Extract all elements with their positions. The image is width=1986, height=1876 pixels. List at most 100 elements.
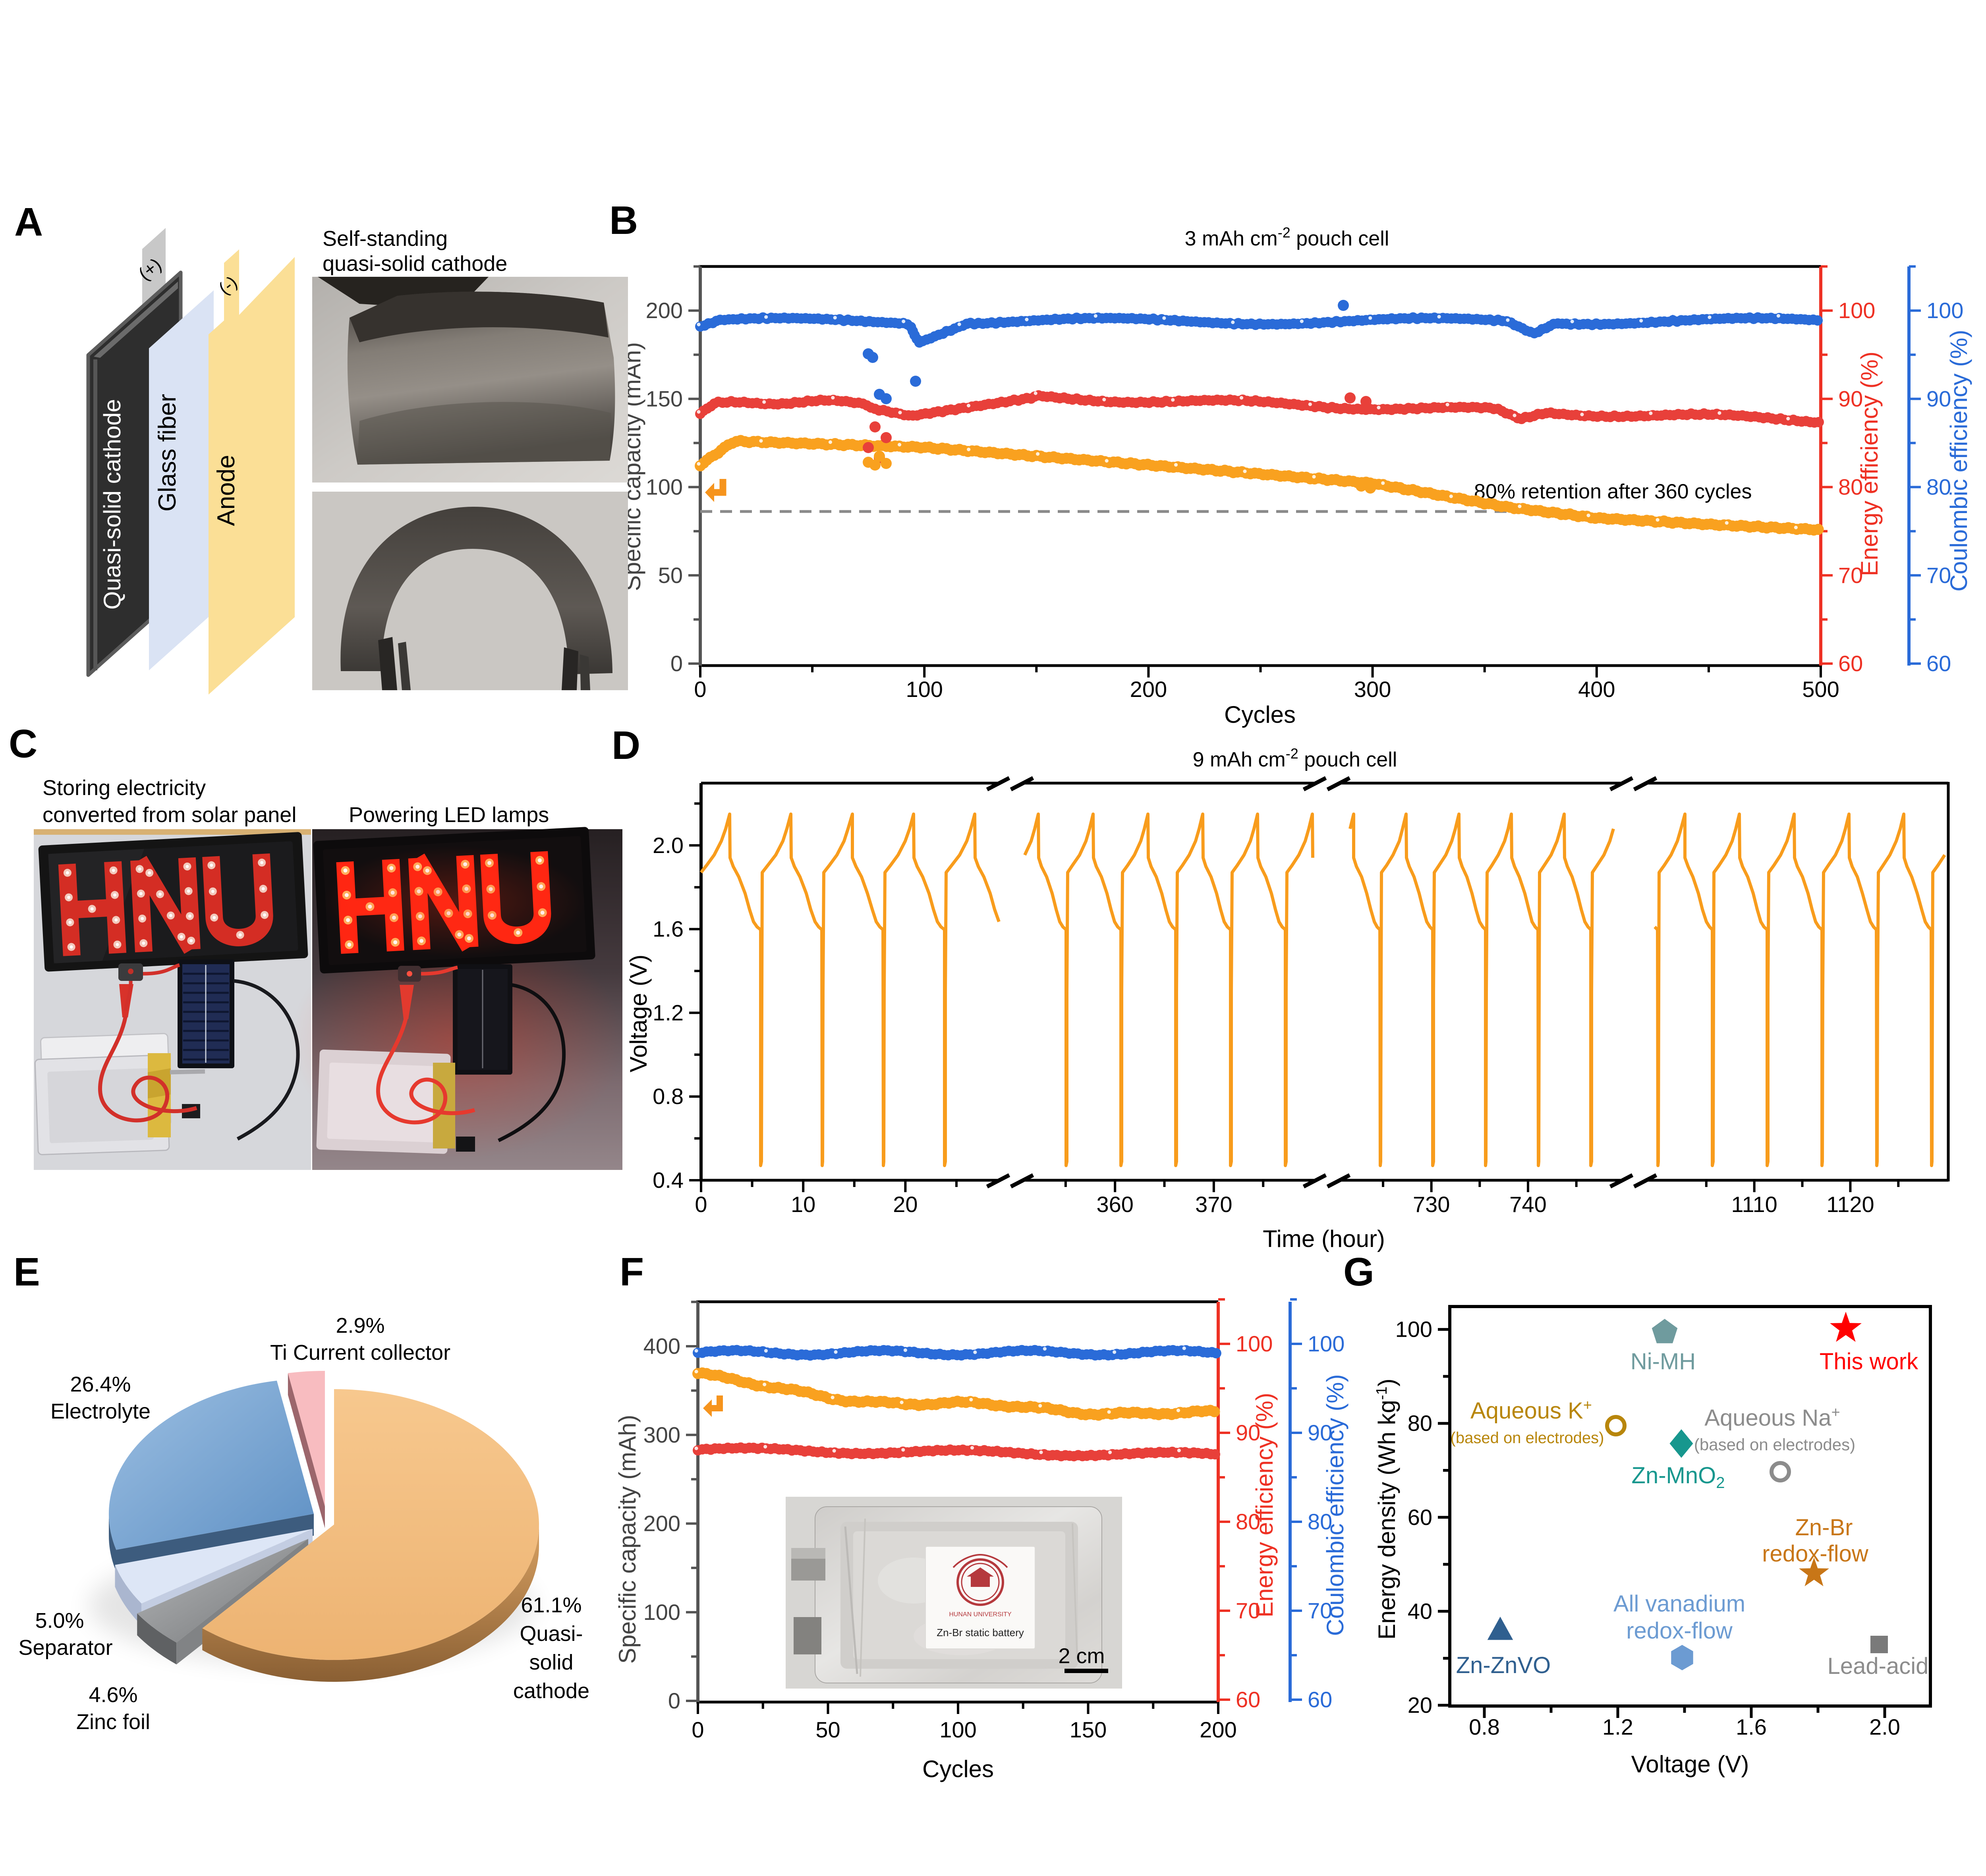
svg-text:100: 100 bbox=[1838, 298, 1875, 323]
svg-text:70: 70 bbox=[1236, 1598, 1260, 1623]
svg-text:Energy efficiency (%): Energy efficiency (%) bbox=[1251, 1393, 1278, 1617]
svg-text:300: 300 bbox=[1354, 677, 1391, 702]
svg-text:F: F bbox=[620, 1250, 644, 1294]
svg-text:0.8: 0.8 bbox=[1469, 1714, 1500, 1739]
svg-text:300: 300 bbox=[643, 1422, 680, 1447]
svg-text:26.4%: 26.4% bbox=[70, 1372, 131, 1396]
svg-text:20: 20 bbox=[1408, 1693, 1432, 1718]
svg-text:1.2: 1.2 bbox=[653, 1000, 684, 1025]
svg-text:2.0: 2.0 bbox=[653, 833, 684, 858]
svg-text:HUNAN UNIVERSITY: HUNAN UNIVERSITY bbox=[949, 1611, 1012, 1618]
svg-text:500: 500 bbox=[1802, 677, 1839, 702]
svg-text:redox-flow: redox-flow bbox=[1762, 1541, 1869, 1567]
svg-text:70: 70 bbox=[1838, 563, 1863, 588]
svg-text:100: 100 bbox=[643, 1600, 680, 1625]
svg-text:20: 20 bbox=[893, 1192, 918, 1217]
svg-text:Energy density (Wh kg-1): Energy density (Wh kg-1) bbox=[1374, 1378, 1400, 1639]
svg-text:80: 80 bbox=[1308, 1509, 1332, 1534]
svg-text:Energy efficiency (%): Energy efficiency (%) bbox=[1856, 351, 1883, 576]
svg-text:80: 80 bbox=[1236, 1509, 1260, 1534]
svg-text:400: 400 bbox=[1578, 677, 1615, 702]
svg-text:Self-standing: Self-standing bbox=[323, 227, 448, 251]
svg-text:200: 200 bbox=[643, 1511, 680, 1536]
svg-text:Aqueous K+: Aqueous K+ bbox=[1470, 1397, 1592, 1424]
svg-text:Coulombic efficiency (%): Coulombic efficiency (%) bbox=[1322, 1374, 1348, 1636]
svg-text:Coulombic efficiency (%): Coulombic efficiency (%) bbox=[1945, 330, 1972, 591]
svg-text:A: A bbox=[14, 200, 43, 244]
svg-text:quasi-solid cathode: quasi-solid cathode bbox=[323, 252, 507, 276]
svg-text:100: 100 bbox=[906, 677, 943, 702]
svg-text:Powering LED lamps: Powering LED lamps bbox=[349, 803, 549, 827]
svg-text:0.8: 0.8 bbox=[653, 1084, 684, 1109]
svg-text:60: 60 bbox=[1408, 1505, 1432, 1530]
svg-text:61.1%: 61.1% bbox=[521, 1593, 582, 1617]
svg-text:740: 740 bbox=[1509, 1192, 1546, 1217]
svg-text:90: 90 bbox=[1838, 386, 1863, 411]
svg-text:200: 200 bbox=[646, 298, 683, 323]
svg-text:1.6: 1.6 bbox=[653, 917, 684, 942]
svg-text:90: 90 bbox=[1236, 1420, 1260, 1445]
svg-text:90: 90 bbox=[1926, 386, 1951, 411]
svg-text:370: 370 bbox=[1195, 1192, 1232, 1217]
svg-text:400: 400 bbox=[643, 1334, 680, 1359]
svg-text:60: 60 bbox=[1926, 651, 1951, 676]
svg-text:0: 0 bbox=[694, 677, 706, 702]
svg-text:730: 730 bbox=[1413, 1192, 1450, 1217]
svg-text:100: 100 bbox=[1395, 1317, 1432, 1342]
svg-text:B: B bbox=[609, 198, 638, 243]
svg-text:70: 70 bbox=[1308, 1598, 1332, 1623]
svg-text:0: 0 bbox=[670, 651, 683, 676]
svg-text:100: 100 bbox=[939, 1717, 976, 1742]
svg-text:80% retention after 360 cycle: 80% retention after 360 cycles bbox=[1474, 480, 1752, 503]
svg-text:70: 70 bbox=[1926, 563, 1951, 588]
svg-text:Zn-Br: Zn-Br bbox=[1795, 1515, 1853, 1540]
svg-text:200: 200 bbox=[1130, 677, 1167, 702]
svg-text:60: 60 bbox=[1838, 651, 1863, 676]
svg-text:150: 150 bbox=[646, 386, 683, 411]
svg-text:1.6: 1.6 bbox=[1736, 1714, 1767, 1739]
svg-text:5.0%: 5.0% bbox=[35, 1609, 84, 1633]
svg-text:Glass fiber: Glass fiber bbox=[154, 394, 181, 511]
svg-text:Storing electricity: Storing electricity bbox=[43, 776, 206, 800]
svg-text:Cycles: Cycles bbox=[1224, 701, 1296, 728]
svg-text:0: 0 bbox=[668, 1688, 680, 1713]
svg-text:80: 80 bbox=[1926, 475, 1951, 500]
svg-text:50: 50 bbox=[815, 1717, 840, 1742]
svg-text:4.6%: 4.6% bbox=[89, 1683, 137, 1707]
svg-text:Ti Current collector: Ti Current collector bbox=[270, 1341, 450, 1365]
svg-text:100: 100 bbox=[646, 475, 683, 500]
svg-text:Time (hour): Time (hour) bbox=[1263, 1226, 1385, 1252]
svg-text:100: 100 bbox=[1308, 1331, 1345, 1356]
svg-text:1110: 1110 bbox=[1731, 1192, 1777, 1217]
svg-text:2.9%: 2.9% bbox=[336, 1314, 384, 1338]
svg-text:Aqueous Na+: Aqueous Na+ bbox=[1704, 1404, 1840, 1431]
svg-text:Zn-ZnVO: Zn-ZnVO bbox=[1456, 1652, 1551, 1678]
svg-text:100: 100 bbox=[1236, 1331, 1273, 1356]
svg-text:Quasi-solid cathode: Quasi-solid cathode bbox=[99, 399, 126, 610]
svg-text:(based on electrodes): (based on electrodes) bbox=[1694, 1435, 1855, 1454]
svg-text:50: 50 bbox=[658, 563, 683, 588]
svg-text:Quasi-: Quasi- bbox=[520, 1622, 583, 1646]
svg-text:converted from solar panel: converted from solar panel bbox=[43, 803, 296, 827]
svg-text:90: 90 bbox=[1308, 1420, 1332, 1445]
svg-text:10: 10 bbox=[791, 1192, 815, 1217]
svg-text:80: 80 bbox=[1838, 475, 1863, 500]
svg-text:Voltage (V): Voltage (V) bbox=[1631, 1751, 1749, 1778]
svg-text:Zn-MnO2: Zn-MnO2 bbox=[1632, 1463, 1725, 1492]
svg-text:Voltage (V): Voltage (V) bbox=[625, 955, 652, 1073]
svg-text:Ni-MH: Ni-MH bbox=[1631, 1349, 1696, 1374]
svg-text:Anode: Anode bbox=[213, 455, 240, 526]
svg-text:2 cm: 2 cm bbox=[1058, 1644, 1105, 1668]
svg-text:360: 360 bbox=[1096, 1192, 1133, 1217]
svg-text:solid: solid bbox=[529, 1650, 573, 1674]
svg-text:150: 150 bbox=[1070, 1717, 1107, 1742]
svg-text:This work: This work bbox=[1820, 1349, 1918, 1374]
svg-text:C: C bbox=[9, 722, 37, 766]
svg-text:Separator: Separator bbox=[18, 1636, 112, 1660]
svg-text:200: 200 bbox=[1200, 1717, 1236, 1742]
svg-text:Zinc foil: Zinc foil bbox=[76, 1710, 150, 1734]
svg-text:redox-flow: redox-flow bbox=[1626, 1618, 1733, 1644]
svg-text:G: G bbox=[1343, 1250, 1374, 1294]
svg-text:60: 60 bbox=[1236, 1687, 1260, 1712]
svg-text:0: 0 bbox=[692, 1717, 704, 1742]
